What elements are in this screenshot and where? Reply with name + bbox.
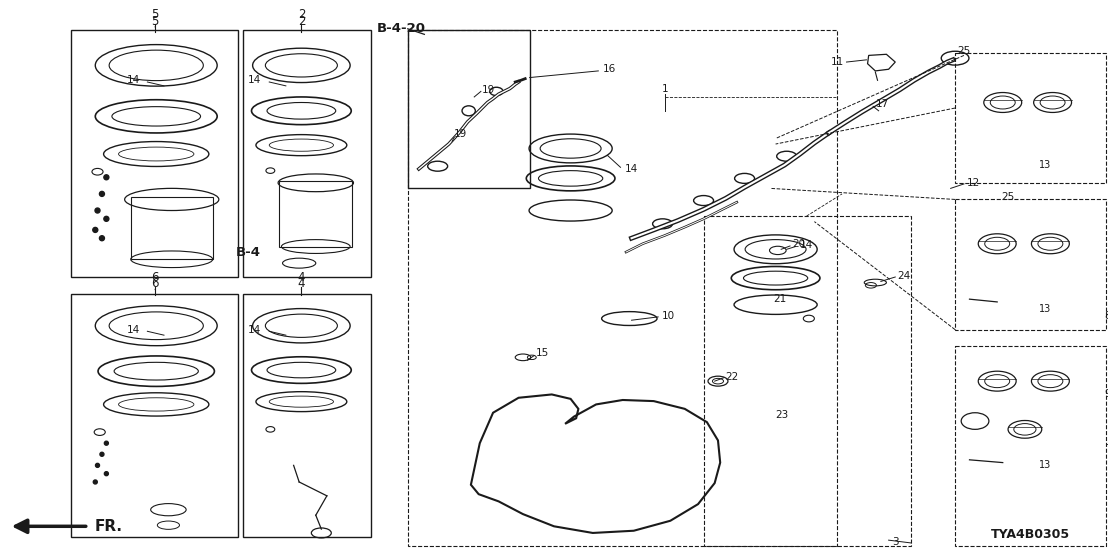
- Circle shape: [104, 216, 109, 222]
- Text: 19: 19: [482, 85, 495, 95]
- Text: 10: 10: [661, 311, 675, 321]
- Text: 1: 1: [661, 84, 668, 94]
- Circle shape: [95, 463, 100, 468]
- Text: 25: 25: [957, 46, 971, 56]
- Text: B-4-20: B-4-20: [377, 22, 425, 35]
- Text: 14: 14: [126, 325, 140, 335]
- Text: 6: 6: [152, 277, 158, 290]
- Text: 8: 8: [1105, 311, 1108, 321]
- Text: 14: 14: [625, 164, 638, 174]
- Text: 25: 25: [1002, 192, 1015, 202]
- Text: 5: 5: [152, 8, 158, 21]
- Circle shape: [93, 227, 98, 233]
- Text: 15: 15: [536, 348, 550, 358]
- Text: 13: 13: [1039, 304, 1051, 314]
- Text: 14: 14: [248, 75, 261, 85]
- Text: 12: 12: [967, 178, 981, 188]
- Text: 2: 2: [298, 14, 305, 28]
- Circle shape: [100, 452, 104, 456]
- Text: 5: 5: [152, 14, 158, 28]
- Circle shape: [100, 191, 104, 197]
- Text: 14: 14: [800, 240, 813, 250]
- Text: 22: 22: [726, 372, 739, 382]
- Circle shape: [104, 175, 109, 180]
- Circle shape: [104, 471, 109, 476]
- Text: TYA4B0305: TYA4B0305: [991, 528, 1070, 541]
- Circle shape: [93, 480, 98, 484]
- Text: 13: 13: [1039, 460, 1051, 470]
- Text: 2: 2: [298, 8, 305, 21]
- Text: 11: 11: [831, 57, 844, 67]
- Text: 4: 4: [298, 277, 305, 290]
- Text: 17: 17: [875, 99, 889, 109]
- Text: 4: 4: [298, 271, 305, 284]
- Text: 14: 14: [126, 75, 140, 85]
- Text: 6: 6: [152, 271, 158, 284]
- Circle shape: [95, 208, 100, 213]
- Text: 23: 23: [776, 411, 789, 420]
- Text: 24: 24: [897, 271, 911, 281]
- Text: 7: 7: [1105, 444, 1108, 454]
- Text: FR.: FR.: [94, 519, 122, 534]
- Text: 13: 13: [1039, 160, 1051, 170]
- Circle shape: [104, 441, 109, 445]
- Text: 19: 19: [454, 129, 468, 139]
- Circle shape: [100, 235, 104, 241]
- Text: 9: 9: [1105, 389, 1108, 399]
- Text: 3: 3: [892, 537, 899, 547]
- Text: 20: 20: [792, 239, 806, 249]
- Text: 16: 16: [603, 64, 616, 74]
- Text: 21: 21: [773, 294, 787, 304]
- Text: B-4: B-4: [236, 245, 261, 259]
- Text: 14: 14: [248, 325, 261, 335]
